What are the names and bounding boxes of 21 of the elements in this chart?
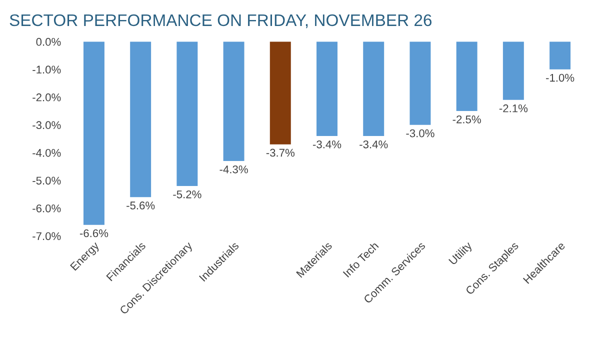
data-label: -3.4% — [312, 140, 342, 148]
data-label: -5.2% — [173, 190, 202, 198]
y-tick-label: -3.0% — [32, 121, 61, 130]
y-tick-label: -2.0% — [32, 93, 61, 102]
y-tick-label: -1.0% — [32, 66, 61, 74]
chart-title: SECTOR PERFORMANCE ON FRIDAY, NOVEMBER 26 — [10, 14, 432, 28]
data-label: -3.4% — [360, 140, 388, 148]
data-label: -2.1% — [499, 104, 528, 112]
y-tick-label: -4.0% — [32, 148, 61, 157]
y-tick-label: -6.0% — [32, 204, 61, 212]
data-label: -5.6% — [126, 202, 155, 210]
data-label: -6.6% — [80, 229, 108, 238]
y-tick-label: -5.0% — [32, 176, 61, 185]
data-label: -3.0% — [406, 129, 434, 138]
y-tick-label: -7.0% — [32, 232, 61, 240]
y-tick-label: 0.0% — [36, 38, 61, 46]
data-label: -4.3% — [220, 165, 248, 174]
data-label: -1.0% — [546, 74, 574, 82]
x-tick-label: Info Tech — [342, 241, 379, 278]
data-label: -2.5% — [452, 116, 481, 124]
data-label: -3.7% — [266, 148, 295, 157]
